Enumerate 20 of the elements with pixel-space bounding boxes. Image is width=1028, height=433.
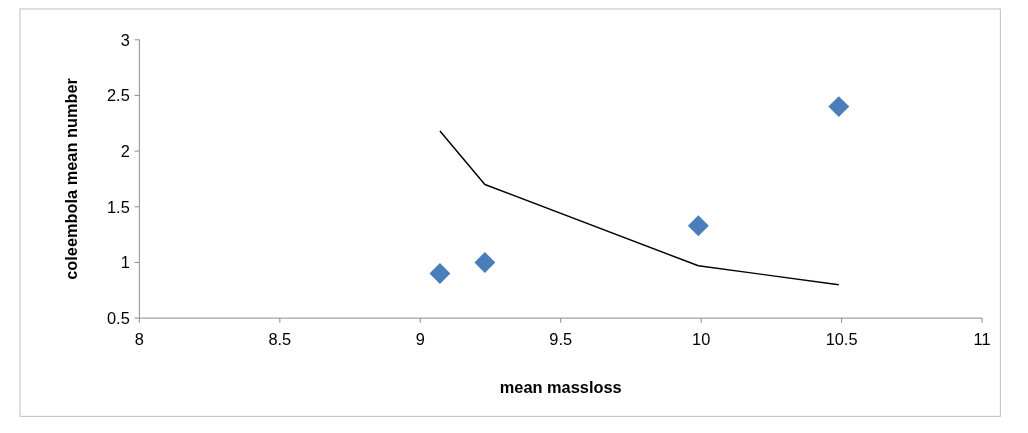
x-tick-label: 10 — [692, 330, 711, 349]
point — [429, 263, 451, 285]
x-tick-label: 9.5 — [549, 330, 573, 349]
y-tick-label: 2 — [120, 141, 130, 160]
x-tick-label: 8.5 — [268, 330, 292, 349]
x-tick-label: 8 — [134, 330, 144, 349]
y-tick-label: 1.5 — [106, 197, 130, 216]
y-tick-label: 2.5 — [106, 86, 130, 105]
y-tick-label: 1 — [120, 253, 130, 272]
point — [687, 215, 709, 237]
point — [828, 96, 850, 118]
y-tick-label: 3 — [120, 30, 130, 49]
point — [474, 251, 496, 273]
line-series — [439, 130, 840, 286]
x-tick-label: 11 — [973, 330, 991, 349]
y-axis-title: coleembola mean number — [61, 77, 80, 280]
x-axis-title: mean massloss — [499, 378, 622, 397]
y-tick-label: 0.5 — [106, 308, 130, 327]
x-tick-label: 9 — [415, 330, 425, 349]
x-tick-label: 10.5 — [825, 330, 858, 349]
